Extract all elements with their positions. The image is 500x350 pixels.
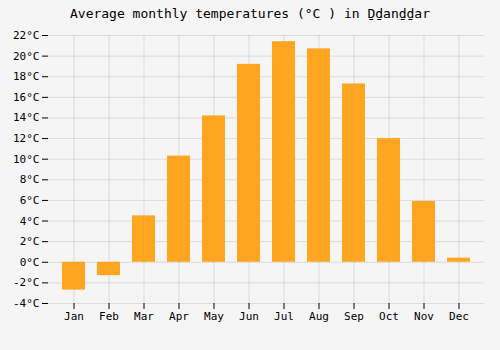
svg-text:Jun: Jun xyxy=(239,310,259,323)
svg-text:Feb: Feb xyxy=(99,310,119,323)
svg-text:10°C: 10°C xyxy=(13,153,40,166)
svg-text:Aug: Aug xyxy=(309,310,329,323)
svg-text:Sep: Sep xyxy=(344,310,364,323)
svg-text:-4°C: -4°C xyxy=(13,297,40,310)
svg-text:8°C: 8°C xyxy=(20,173,40,186)
svg-text:May: May xyxy=(204,310,224,323)
svg-text:Apr: Apr xyxy=(169,310,189,323)
svg-text:Mar: Mar xyxy=(134,310,154,323)
svg-text:18°C: 18°C xyxy=(13,70,40,83)
svg-text:2°C: 2°C xyxy=(20,235,40,248)
svg-text:Jan: Jan xyxy=(64,310,84,323)
svg-text:4°C: 4°C xyxy=(20,215,40,228)
svg-text:Nov: Nov xyxy=(414,310,434,323)
svg-text:20°C: 20°C xyxy=(13,50,40,63)
svg-text:6°C: 6°C xyxy=(20,194,40,207)
svg-text:22°C: 22°C xyxy=(13,29,40,42)
svg-text:Dec: Dec xyxy=(449,310,469,323)
svg-text:12°C: 12°C xyxy=(13,132,40,145)
svg-text:Oct: Oct xyxy=(379,310,399,323)
svg-text:0°C: 0°C xyxy=(20,256,40,269)
svg-text:16°C: 16°C xyxy=(13,91,40,104)
svg-text:Jul: Jul xyxy=(274,310,294,323)
svg-text:-2°C: -2°C xyxy=(13,276,40,289)
html-text:Average monthly temperatures (: Average monthly temperatures (°C ) in Ḏḏ… xyxy=(70,6,430,21)
svg-text:14°C: 14°C xyxy=(13,111,40,124)
